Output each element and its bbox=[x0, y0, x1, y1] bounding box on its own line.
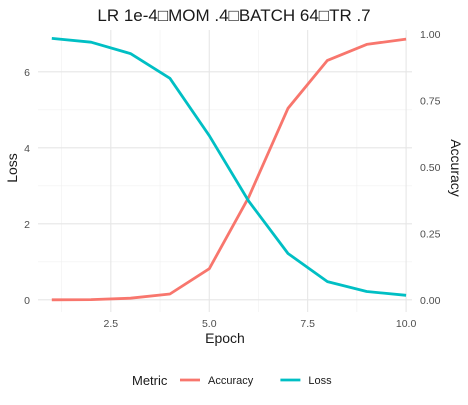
y2-tick-label: 0.50 bbox=[420, 162, 441, 174]
series-lines bbox=[51, 37, 407, 302]
x-tick-label: 2.5 bbox=[104, 318, 119, 330]
y2-tick-label: 0.00 bbox=[420, 295, 441, 307]
y-tick-label: 4 bbox=[24, 143, 30, 155]
y-tick-label: 2 bbox=[24, 219, 30, 231]
x-tick-label: 5.0 bbox=[202, 318, 217, 330]
series-line-loss bbox=[51, 37, 407, 297]
x-axis-label: Epoch bbox=[205, 330, 245, 346]
y2-tick-label: 1.00 bbox=[420, 29, 441, 41]
chart-title: LR 1e-4□MOM .4□BATCH 64□TR .7 bbox=[97, 6, 370, 25]
legend-label-loss: Loss bbox=[308, 375, 332, 387]
legend-title: Metric bbox=[132, 373, 168, 388]
x-tick-label: 7.5 bbox=[300, 318, 315, 330]
y-tick-label: 6 bbox=[24, 67, 30, 79]
y2-tick-label: 0.25 bbox=[420, 228, 441, 240]
y2-tick-label: 0.75 bbox=[420, 95, 441, 107]
y-tick-label: 0 bbox=[24, 295, 30, 307]
x-tick-label: 10.0 bbox=[396, 318, 417, 330]
legend-label-accuracy: Accuracy bbox=[208, 375, 254, 387]
series-line-accuracy bbox=[51, 37, 407, 302]
y-axis-label: Loss bbox=[4, 153, 20, 183]
legend: Metric Accuracy Loss bbox=[132, 373, 332, 388]
y2-axis-label: Accuracy bbox=[448, 139, 464, 197]
tick-labels: 2.5 5.0 7.5 10.0 0 2 4 6 0.00 0.25 0.50 0.75 1.00 bbox=[24, 29, 440, 330]
grid bbox=[38, 30, 412, 312]
